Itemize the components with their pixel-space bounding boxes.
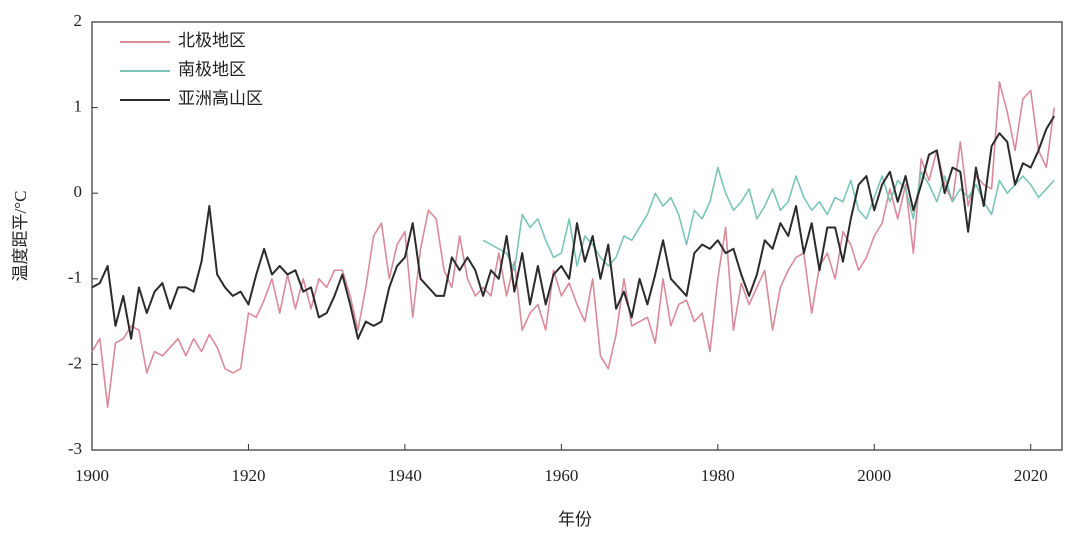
data-line [91,81,1055,408]
data-line [91,115,1056,340]
x-axis-label: 年份 [558,510,592,529]
y-tick-label: -3 [68,439,82,458]
plot-frame [91,21,1063,451]
y-tick-label: 0 [74,182,83,201]
y-tick-label: -2 [68,353,82,372]
x-tick-label: 1960 [544,466,578,485]
data-line [482,166,1055,272]
x-tick-label: 1980 [701,466,735,485]
x-tick-label: 1920 [231,466,265,485]
x-tick-label: 2000 [857,466,891,485]
x-tick-label: 1900 [75,466,109,485]
legend-label: 北极地区 [178,31,246,50]
y-axis-label: 温度距平/°C [11,191,30,282]
y-tick-label: -1 [68,268,82,287]
x-tick-label: 2020 [1014,466,1048,485]
legend-label: 亚洲高山区 [178,89,263,108]
x-tick-label: 1940 [388,466,422,485]
legend-label: 南极地区 [178,60,246,79]
y-tick-label: 1 [74,97,83,116]
y-tick-label: 2 [74,11,83,30]
